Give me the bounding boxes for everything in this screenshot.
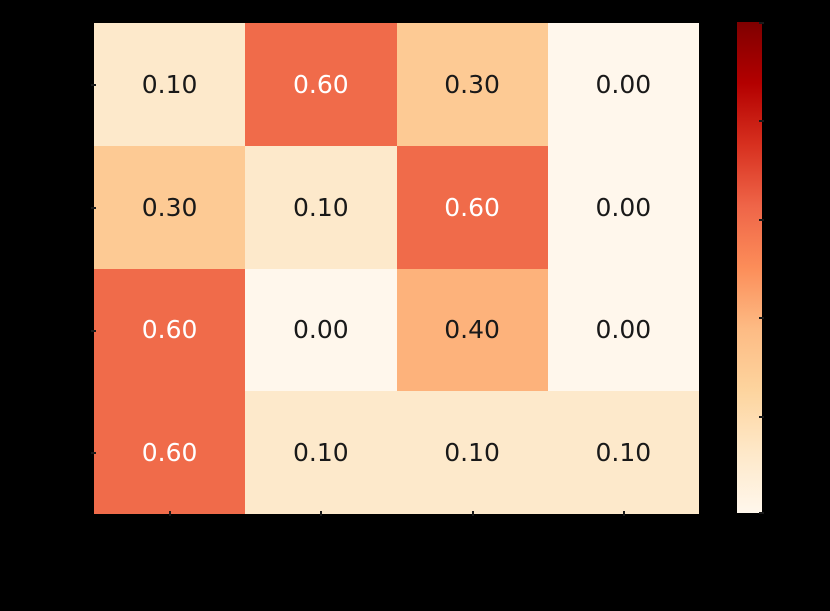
heatmap-cell: 0.10 [547, 391, 699, 514]
heatmap-cell: 0.00 [245, 268, 397, 392]
heatmap-plot-area: 0.10 0.60 0.30 0.00 0.30 0.10 0.60 0.00 … [94, 23, 699, 514]
heatmap-cell: 0.00 [547, 145, 699, 269]
y-axis-tick [91, 452, 96, 454]
heatmap-cell: 0.00 [547, 23, 699, 146]
colorbar [737, 22, 762, 513]
x-axis-tick [623, 511, 625, 516]
heatmap-cell: 0.10 [396, 391, 548, 514]
y-axis-tick [91, 330, 96, 332]
colorbar-tick [759, 22, 764, 24]
colorbar-tick [759, 512, 764, 514]
x-axis-tick [169, 511, 171, 516]
x-axis-tick [320, 511, 322, 516]
colorbar-tick [759, 416, 764, 418]
heatmap-cell: 0.60 [396, 145, 548, 269]
heatmap-cell: 0.10 [94, 23, 246, 146]
heatmap-cell: 0.60 [94, 268, 246, 392]
heatmap-cell: 0.60 [94, 391, 246, 514]
y-axis-tick [91, 207, 96, 209]
colorbar-tick [759, 120, 764, 122]
heatmap-cell: 0.30 [94, 145, 246, 269]
heatmap-cell: 0.60 [245, 23, 397, 146]
colorbar-tick [759, 219, 764, 221]
y-axis-tick [91, 84, 96, 86]
heatmap-cell: 0.10 [245, 145, 397, 269]
heatmap-cell: 0.40 [396, 268, 548, 392]
heatmap-cell: 0.00 [547, 268, 699, 392]
x-axis-tick [472, 511, 474, 516]
colorbar-tick [759, 317, 764, 319]
heatmap-cell: 0.10 [245, 391, 397, 514]
heatmap-cell: 0.30 [396, 23, 548, 146]
